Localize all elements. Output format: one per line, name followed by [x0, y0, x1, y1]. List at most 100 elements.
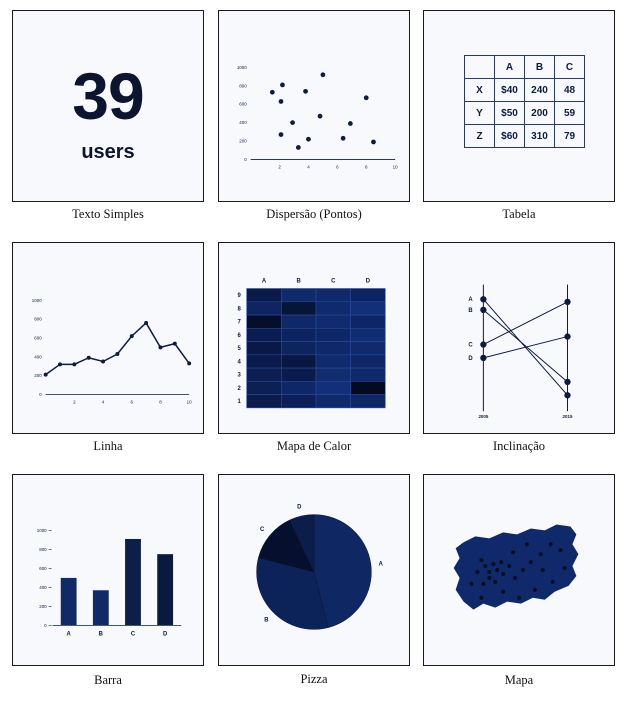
row-label: 6 [237, 333, 241, 339]
slope-chart: 2005 2015 AB C D [424, 243, 614, 433]
line-point [101, 360, 105, 364]
y-tick-label: 400 [239, 120, 247, 125]
y-tick-label: 600 [34, 335, 42, 340]
slope-tile[interactable]: 2005 2015 A B C D [423, 242, 615, 434]
scatter-chart: 0 200 400 600 800 1000 2 4 6 8 10 [219, 11, 409, 201]
slope-end-point [564, 333, 570, 339]
slope-start-point [480, 307, 486, 313]
y-tick-label: 800 [39, 547, 47, 552]
scatter-point [318, 114, 323, 119]
scatter-point [279, 132, 284, 137]
heatmap-cell [351, 395, 386, 408]
line-tile[interactable]: 0 200 400 600 800 1000 2 4 6 8 10 [12, 242, 204, 434]
table-cell: 310 [525, 125, 555, 148]
scatter-point [341, 136, 346, 141]
slice-label: D [297, 504, 302, 510]
category-label: A [67, 631, 72, 637]
heatmap-cell [247, 381, 282, 394]
series-label: A [468, 297, 473, 303]
line-point [173, 342, 177, 346]
slope-start-point [480, 341, 486, 347]
column-label: A [262, 279, 267, 285]
heatmap-cell [281, 342, 316, 355]
heatmap-tile[interactable]: A B C D 9 8 7 6 5 4 3 2 1 [218, 242, 410, 434]
line-point [130, 334, 134, 338]
table-cell: 48 [555, 79, 585, 102]
heatmap-cell [316, 381, 351, 394]
map-dot [501, 590, 505, 594]
slope-end-point [564, 392, 570, 398]
table-cell: $40 [495, 79, 525, 102]
scatter-caption: Dispersão (Pontos) [216, 207, 412, 222]
slope-line [483, 302, 567, 345]
text-tile[interactable]: 39 users [12, 10, 204, 202]
map-region [454, 524, 579, 609]
category-label: B [99, 631, 103, 637]
map-dot [491, 562, 495, 566]
column-label: B [297, 279, 301, 285]
table-cell: 240 [525, 79, 555, 102]
bar-tile[interactable]: 0 200 400 600 800 1000 A B C D [12, 474, 204, 666]
y-tick-label: 800 [34, 317, 42, 322]
big-number: 39 [13, 63, 203, 129]
scatter-point [279, 99, 284, 104]
map-tile[interactable] [423, 474, 615, 666]
heatmap-cell [351, 302, 386, 315]
line-point [44, 373, 48, 377]
row-label: 1 [237, 399, 241, 405]
column-label: C [331, 279, 336, 285]
row-label: 7 [237, 320, 241, 326]
table-cell: $50 [495, 102, 525, 125]
table-cell: C [555, 56, 585, 79]
heatmap-cell [247, 289, 282, 302]
table-cell: X [465, 79, 495, 102]
map-dot [513, 576, 517, 580]
pie-chart: ABCD [219, 475, 409, 665]
map-dot [501, 572, 505, 576]
map-dot [495, 568, 499, 572]
scatter-point [371, 140, 376, 145]
table-cell: A [495, 56, 525, 79]
series-label: C [468, 343, 473, 349]
row-label: 9 [237, 293, 241, 299]
y-tick-label: 400 [39, 585, 47, 590]
heatmap-cell [351, 381, 386, 394]
map-dot [511, 550, 515, 554]
scatter-point [270, 90, 275, 95]
heatmap-cell [281, 368, 316, 381]
scatter-tile[interactable]: 0 200 400 600 800 1000 2 4 6 8 10 [218, 10, 410, 202]
scatter-point [348, 121, 353, 126]
map-dot [525, 542, 529, 546]
map-dot [479, 596, 483, 600]
table-cell: B [525, 56, 555, 79]
heatmap-cell [247, 315, 282, 328]
heatmap-cell [281, 302, 316, 315]
table-tile[interactable]: A B C X $40 240 48 Y $50 200 59 Z $60 310 79 [423, 10, 615, 202]
series-label: B [468, 308, 472, 314]
map-dot [551, 580, 555, 584]
heatmap-chart: A B C D 9 8 7 6 5 4 3 2 1 [219, 243, 409, 433]
x-label: 2005 [478, 414, 488, 419]
bar-chart: 02004006008001000A B C D [13, 475, 203, 665]
heatmap-cell [281, 289, 316, 302]
heatmap-cell [281, 381, 316, 394]
heatmap-cell [351, 328, 386, 341]
x-tick-label: 4 [102, 399, 105, 404]
x-label: 2015 [563, 414, 573, 419]
heatmap-cell [247, 368, 282, 381]
slope-line [483, 310, 567, 382]
heatmap-cell [247, 302, 282, 315]
table-row: Y $50 200 59 [465, 102, 585, 125]
heatmap-cell [316, 355, 351, 368]
scatter-point [303, 89, 308, 94]
table-cell: 79 [555, 125, 585, 148]
scatter-point [364, 95, 369, 100]
heatmap-cell [281, 355, 316, 368]
series-line [46, 323, 189, 375]
line-caption: Linha [10, 439, 206, 454]
slope-end-point [564, 299, 570, 305]
slope-line [483, 337, 567, 358]
line-point [144, 321, 148, 325]
heatmap-cell [316, 342, 351, 355]
pie-tile[interactable]: A B C D [218, 474, 410, 666]
